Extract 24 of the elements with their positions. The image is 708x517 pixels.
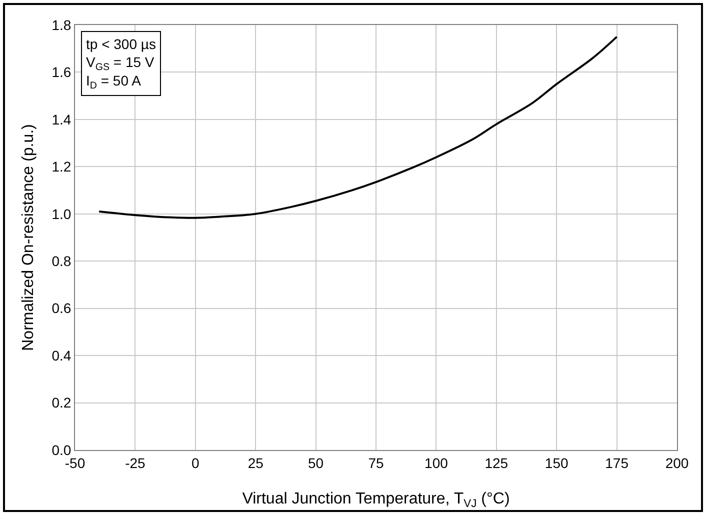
x-tick-label: 125: [484, 454, 508, 471]
x-tick-label: 150: [544, 454, 568, 471]
y-tick-label: 1.8: [52, 16, 72, 33]
y-tick-label: 1.2: [52, 158, 72, 175]
y-tick-label: 0.2: [52, 394, 72, 411]
x-tick-label: 0: [192, 454, 200, 471]
x-tick-label: 75: [368, 454, 384, 471]
annotation: V$_{GS}$ = 15 V: [86, 54, 155, 74]
x-tick-label: 50: [308, 454, 324, 471]
x-tick-label: -25: [125, 454, 146, 471]
x-axis-title: Virtual Junction Temperature, T$_{VJ}$ (°C): [242, 490, 510, 510]
y-tick-label: 1.6: [52, 64, 72, 80]
y-tick-label: 0.4: [52, 347, 72, 364]
y-axis-title: Normalized On-resistance (p.u.): [20, 124, 37, 351]
x-tick-label: 175: [605, 454, 629, 471]
annotation: tp < 300 µs: [86, 36, 156, 52]
y-tick-label: 0.6: [52, 300, 72, 316]
x-tick-label: 100: [424, 454, 448, 471]
annotation: I$_{D}$ = 50 A: [86, 72, 142, 92]
x-tick-label: 200: [665, 454, 689, 471]
y-tick-label: 0.8: [52, 253, 72, 270]
y-tick-label: 1.4: [52, 111, 72, 128]
x-tick-label: 25: [248, 454, 264, 471]
y-tick-label: 1.0: [52, 206, 72, 222]
